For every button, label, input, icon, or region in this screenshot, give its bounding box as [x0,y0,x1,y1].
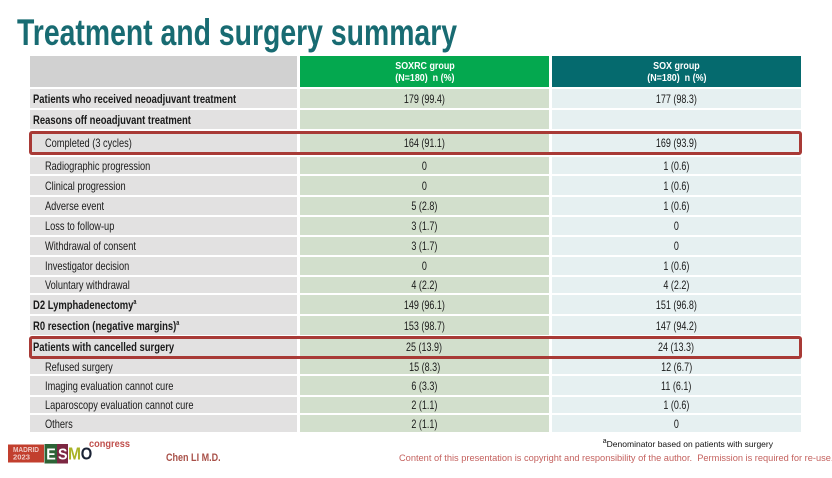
svg-text:S: S [58,447,68,464]
svg-text:M: M [68,444,81,464]
svg-text:congress: congress [89,438,130,450]
svg-text:MADRID: MADRID [13,447,39,454]
svg-text:E: E [46,447,56,464]
svg-text:O: O [81,444,93,464]
svg-text:2023: 2023 [13,455,30,462]
